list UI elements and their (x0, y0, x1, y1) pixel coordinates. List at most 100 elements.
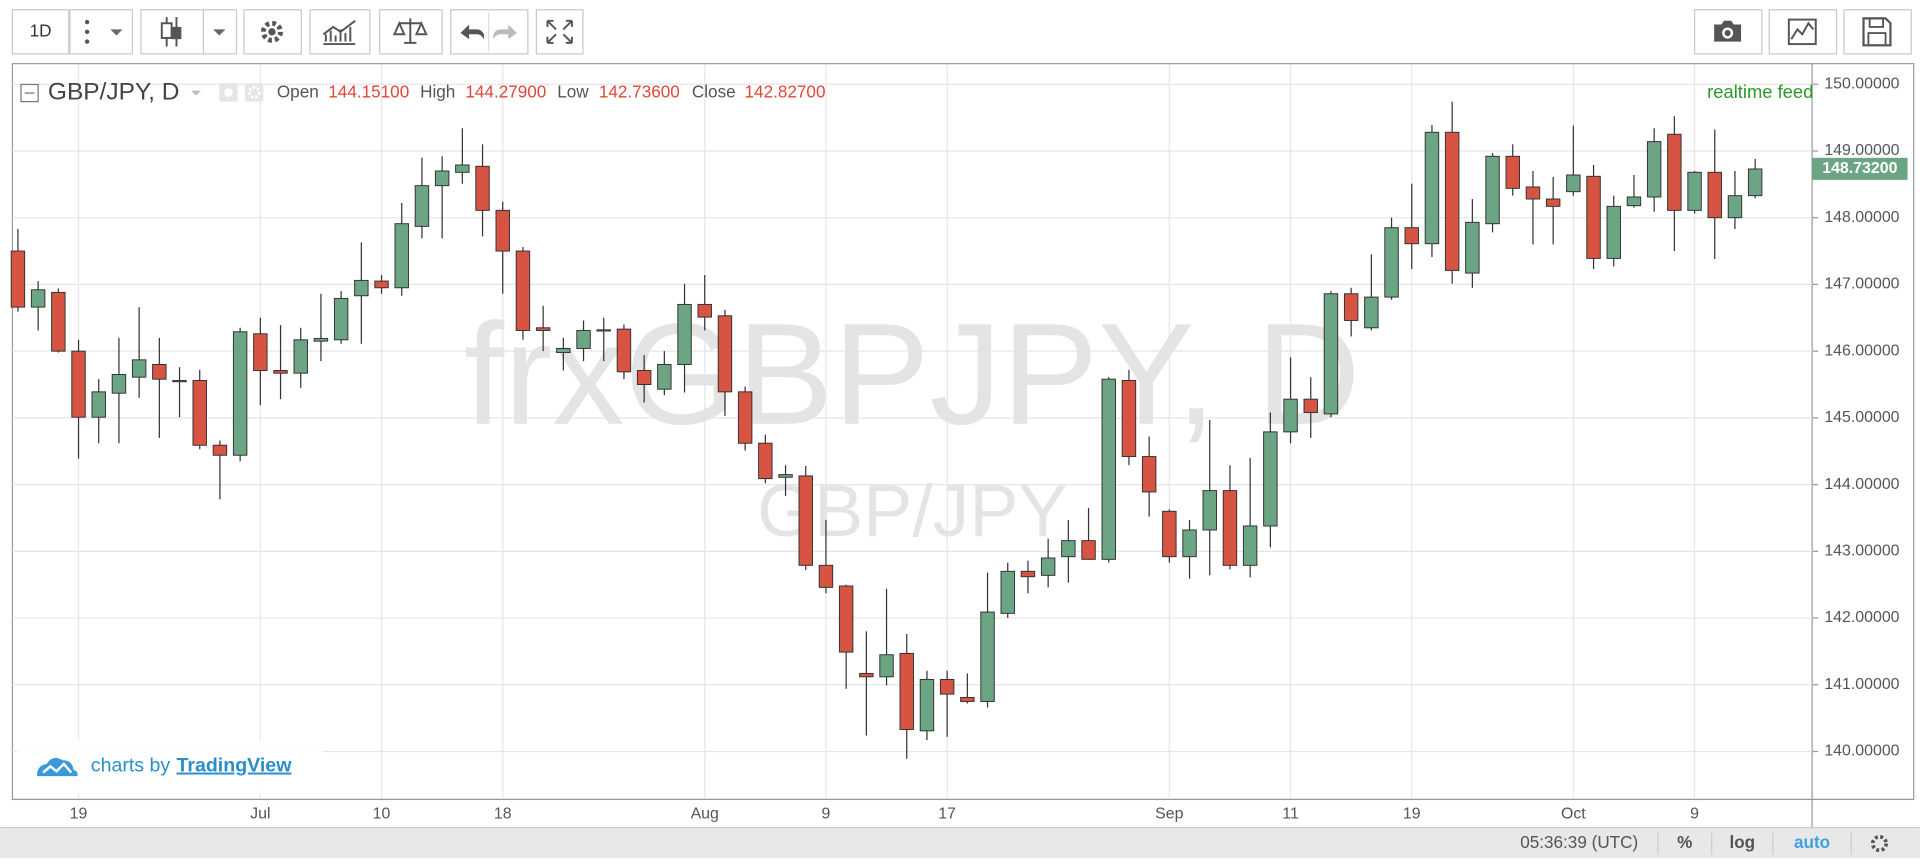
candle-body (919, 678, 935, 732)
x-tick-label: 19 (70, 805, 88, 822)
candle-body (899, 652, 914, 730)
candle-body (1000, 570, 1015, 614)
candle-body (313, 337, 329, 342)
candle-body (636, 370, 652, 385)
clock: 05:36:39 (UTC) (1520, 832, 1638, 852)
legend-field-name: Close (692, 82, 736, 102)
candle-body (717, 315, 733, 393)
interval-label: 1D (30, 20, 52, 40)
candle-body (1222, 490, 1238, 566)
candle-body (30, 289, 46, 308)
last-price-marker (1812, 157, 1908, 180)
candles (10, 101, 1763, 759)
candle-body (152, 364, 167, 380)
y-tick-label: 146.00000 (1824, 342, 1899, 359)
branding-prefix: charts by (91, 755, 171, 777)
candle-body (1566, 174, 1581, 193)
candle-body (1202, 490, 1217, 531)
branding: charts by TradingView (17, 739, 324, 794)
candle-body (677, 303, 692, 365)
candle-body (1061, 540, 1076, 558)
candle-body (1525, 186, 1541, 200)
candle-body (1626, 196, 1642, 207)
candle-body (980, 611, 995, 702)
percent-toggle[interactable]: % (1677, 832, 1692, 852)
candle-body (758, 442, 773, 480)
candle-body (616, 328, 632, 373)
candle-body (71, 350, 86, 418)
y-tick-label: 140.00000 (1824, 743, 1899, 760)
candle-body (253, 333, 268, 371)
candle-body (212, 444, 228, 456)
candle-body (1141, 456, 1157, 493)
candle-body (1606, 205, 1621, 259)
candle-body (394, 223, 409, 289)
branding-link[interactable]: TradingView (176, 755, 292, 777)
y-tick-label: 147.00000 (1824, 276, 1899, 293)
candle-body (333, 297, 349, 341)
candle-body (556, 347, 571, 353)
candle-body (1040, 557, 1056, 576)
x-tick-label: 9 (1690, 805, 1699, 822)
fullscreen-button[interactable] (535, 9, 584, 55)
legend-field-value: 144.27900 (465, 82, 546, 102)
candle-body (859, 672, 874, 678)
x-tick-label: 11 (1282, 805, 1299, 822)
legend-field-value: 142.82700 (745, 82, 826, 102)
candle-body (1485, 155, 1500, 225)
candle-body (192, 380, 207, 446)
candle-body (657, 364, 672, 390)
candle-body (1101, 378, 1116, 560)
settings-icon[interactable] (1870, 834, 1888, 853)
candle-body (1727, 195, 1743, 219)
candle-body (293, 339, 308, 374)
candle-body (879, 654, 894, 678)
auto-toggle[interactable]: auto (1794, 832, 1830, 852)
candle-body (1283, 398, 1298, 433)
save-button[interactable] (1843, 9, 1912, 55)
candle-body (1323, 293, 1339, 415)
toolbar: 1D (11, 9, 1912, 55)
legend-field-value: 142.73600 (599, 82, 680, 102)
y-tick-label: 144.00000 (1824, 476, 1899, 493)
candle-body (1242, 525, 1258, 566)
y-tick-label: 143.00000 (1824, 543, 1899, 560)
legend-field-name: Low (557, 82, 589, 102)
last-price-label: 148.73200 (1822, 160, 1897, 177)
interval-button[interactable] (11, 9, 70, 55)
candle-body (1364, 296, 1379, 329)
candle-body (515, 250, 531, 331)
candle-body (1303, 398, 1318, 414)
candle-body (576, 329, 591, 349)
candle-body (1162, 510, 1177, 558)
candle-body (1263, 431, 1278, 527)
symbol-label[interactable]: GBP/JPY, D (48, 79, 179, 106)
candle-body (697, 303, 712, 318)
y-tick-label: 149.00000 (1824, 142, 1899, 159)
interval-menu[interactable] (69, 9, 134, 55)
y-tick-label: 142.00000 (1824, 609, 1899, 626)
candle-body (91, 391, 106, 418)
log-toggle[interactable]: log (1729, 832, 1755, 852)
candle-body (111, 374, 127, 394)
candle-body (1081, 540, 1096, 560)
candle-body (1182, 529, 1197, 558)
candle-body (455, 164, 470, 173)
candle-body (1121, 380, 1137, 458)
candle-body (1747, 168, 1763, 197)
candle-body (1707, 171, 1722, 219)
candle-body (495, 209, 510, 252)
watermark: frxGBPJPY, D (464, 293, 1360, 455)
candle-body (939, 678, 955, 695)
candle-body (535, 327, 551, 331)
status-bar (0, 827, 1920, 859)
x-tick-label: 10 (373, 805, 391, 822)
candle-body (838, 585, 854, 653)
candle-body (10, 250, 26, 308)
candle-body (1384, 227, 1399, 298)
candle-body (273, 370, 288, 374)
candle-body (434, 170, 450, 187)
candle-body (596, 329, 611, 332)
candle-body (1586, 175, 1601, 259)
